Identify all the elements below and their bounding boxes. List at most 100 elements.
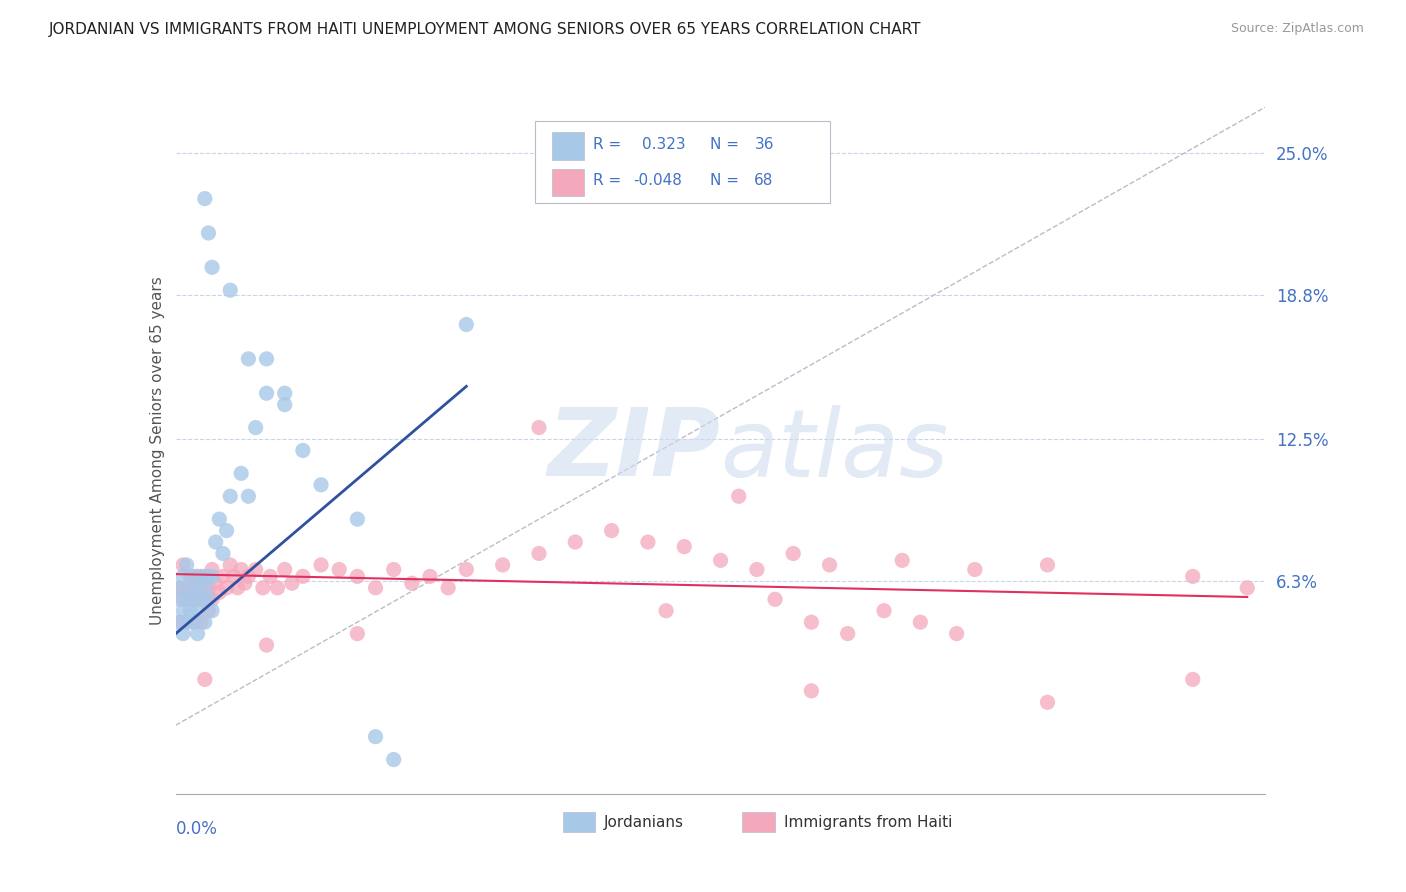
Text: JORDANIAN VS IMMIGRANTS FROM HAITI UNEMPLOYMENT AMONG SENIORS OVER 65 YEARS CORR: JORDANIAN VS IMMIGRANTS FROM HAITI UNEMP…	[49, 22, 922, 37]
Point	[183, 615, 205, 630]
Point	[309, 478, 332, 492]
Point	[800, 615, 823, 630]
Point	[190, 592, 212, 607]
Point	[201, 592, 224, 607]
Point	[527, 420, 550, 434]
Point	[274, 562, 297, 576]
Point	[219, 558, 242, 572]
Point	[437, 581, 460, 595]
Point	[172, 569, 194, 583]
Point	[492, 558, 515, 572]
Point	[291, 569, 314, 583]
Point	[727, 489, 749, 503]
Point	[637, 535, 659, 549]
Point	[215, 524, 238, 538]
Point	[782, 546, 804, 561]
Text: 0.323: 0.323	[643, 137, 686, 153]
Point	[1236, 581, 1258, 595]
Point	[710, 553, 733, 567]
Point	[963, 562, 986, 576]
FancyBboxPatch shape	[536, 120, 830, 203]
Point	[745, 562, 768, 576]
Point	[190, 581, 212, 595]
Point	[183, 592, 205, 607]
Point	[274, 386, 297, 401]
Text: R =: R =	[593, 173, 621, 188]
Text: Immigrants from Haiti: Immigrants from Haiti	[783, 814, 952, 830]
Point	[1036, 558, 1059, 572]
Text: 68: 68	[755, 173, 773, 188]
Point	[1036, 695, 1059, 709]
Point	[186, 604, 209, 618]
Point	[183, 569, 205, 583]
Point	[183, 615, 205, 630]
Point	[231, 467, 253, 481]
Point	[837, 626, 859, 640]
FancyBboxPatch shape	[551, 132, 585, 160]
Point	[259, 569, 281, 583]
Point	[219, 489, 242, 503]
Point	[194, 569, 217, 583]
Point	[194, 673, 217, 687]
Point	[172, 626, 194, 640]
Point	[891, 553, 914, 567]
Point	[233, 576, 256, 591]
FancyBboxPatch shape	[551, 169, 585, 196]
Text: 0.0%: 0.0%	[176, 820, 218, 838]
Point	[186, 581, 209, 595]
Point	[456, 562, 478, 576]
Point	[419, 569, 441, 583]
Point	[291, 443, 314, 458]
Point	[346, 569, 368, 583]
Point	[266, 581, 288, 595]
Point	[219, 283, 242, 297]
Point	[1181, 569, 1204, 583]
Point	[169, 581, 191, 595]
Point	[208, 585, 231, 599]
Point	[800, 684, 823, 698]
Point	[179, 604, 201, 618]
Point	[176, 615, 198, 630]
Point	[281, 576, 304, 591]
Point	[222, 569, 245, 583]
Point	[172, 558, 194, 572]
Point	[179, 581, 201, 595]
Point	[194, 581, 217, 595]
Point	[256, 638, 278, 652]
Point	[169, 592, 191, 607]
Text: Jordanians: Jordanians	[605, 814, 683, 830]
Point	[382, 753, 405, 767]
Point	[364, 730, 387, 744]
Point	[204, 535, 226, 549]
Point	[910, 615, 932, 630]
Point	[194, 192, 217, 206]
Point	[346, 512, 368, 526]
Text: ZIP: ZIP	[548, 404, 721, 497]
Point	[190, 615, 212, 630]
Point	[197, 226, 219, 240]
Point	[231, 562, 253, 576]
Point	[176, 581, 198, 595]
Point	[945, 626, 967, 640]
Point	[252, 581, 274, 595]
Point	[564, 535, 586, 549]
Point	[194, 615, 217, 630]
Point	[201, 604, 224, 618]
Point	[169, 615, 191, 630]
Y-axis label: Unemployment Among Seniors over 65 years: Unemployment Among Seniors over 65 years	[149, 277, 165, 624]
Point	[346, 626, 368, 640]
Point	[169, 615, 191, 630]
Point	[172, 592, 194, 607]
Point	[197, 569, 219, 583]
Point	[172, 604, 194, 618]
Point	[212, 569, 235, 583]
Text: atlas: atlas	[721, 405, 949, 496]
Point	[179, 592, 201, 607]
Point	[382, 562, 405, 576]
Point	[183, 581, 205, 595]
Point	[204, 576, 226, 591]
Text: N =: N =	[710, 173, 738, 188]
Point	[763, 592, 786, 607]
Point	[328, 562, 350, 576]
Point	[364, 581, 387, 595]
